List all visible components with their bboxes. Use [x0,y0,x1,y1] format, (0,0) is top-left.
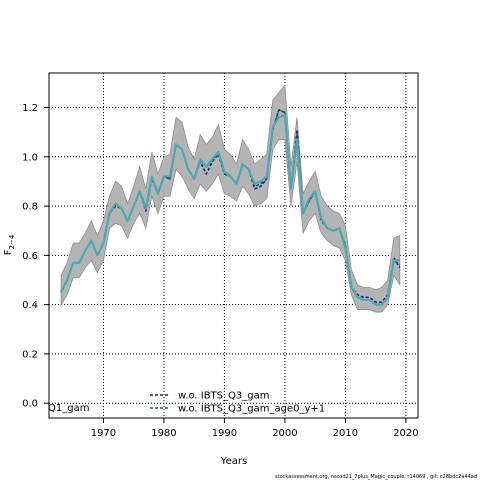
footer-text: stockassessment.org, nscod21_7plus_Magic… [275,474,477,480]
y-tick-label: 1.0 [22,152,38,163]
plot-frame [48,72,419,419]
svg-text:F2−4: F2−4 [3,234,16,255]
y-tick-label: 1.2 [22,103,38,114]
series-lines-layer [60,109,401,306]
confidence-band-layer [60,84,401,313]
y-axis-title-group: F2−4 [3,234,16,255]
legend-label-1: w.o. IBTS_Q3_gam [178,391,269,402]
x-tick-label: 2000 [272,428,297,439]
y-axis: 0.0 0.2 0.4 0.6 0.8 1.0 1.2 [22,103,49,410]
x-tick-label: 1990 [212,428,237,439]
y-tick-label: 0.6 [22,251,38,262]
y-axis-title-subscript: 2−4 [8,234,16,249]
x-tick-label: 2010 [333,428,358,439]
x-tick-label: 1980 [151,428,176,439]
corner-label: Q1_gam [48,403,89,414]
y-tick-label: 0.8 [22,202,38,213]
x-tick-label: 2020 [393,428,418,439]
legend-label-2: w.o. IBTS_Q3_gam_age0_y+1 [178,404,325,415]
confidence-band [60,84,401,313]
y-tick-label: 0.2 [22,349,38,360]
y-tick-label: 0.4 [22,300,38,311]
y-axis-title: F [3,249,14,255]
y-tick-label: 0.0 [22,399,38,410]
legend: w.o. IBTS_Q3_gam w.o. IBTS_Q3_gam_age0_y+… [150,391,325,415]
x-axis-title: Years [220,456,247,467]
x-axis: 1970 1980 1990 2000 2010 2020 [91,418,419,439]
x-tick-label: 1970 [91,428,116,439]
series-line-3 [60,113,400,306]
